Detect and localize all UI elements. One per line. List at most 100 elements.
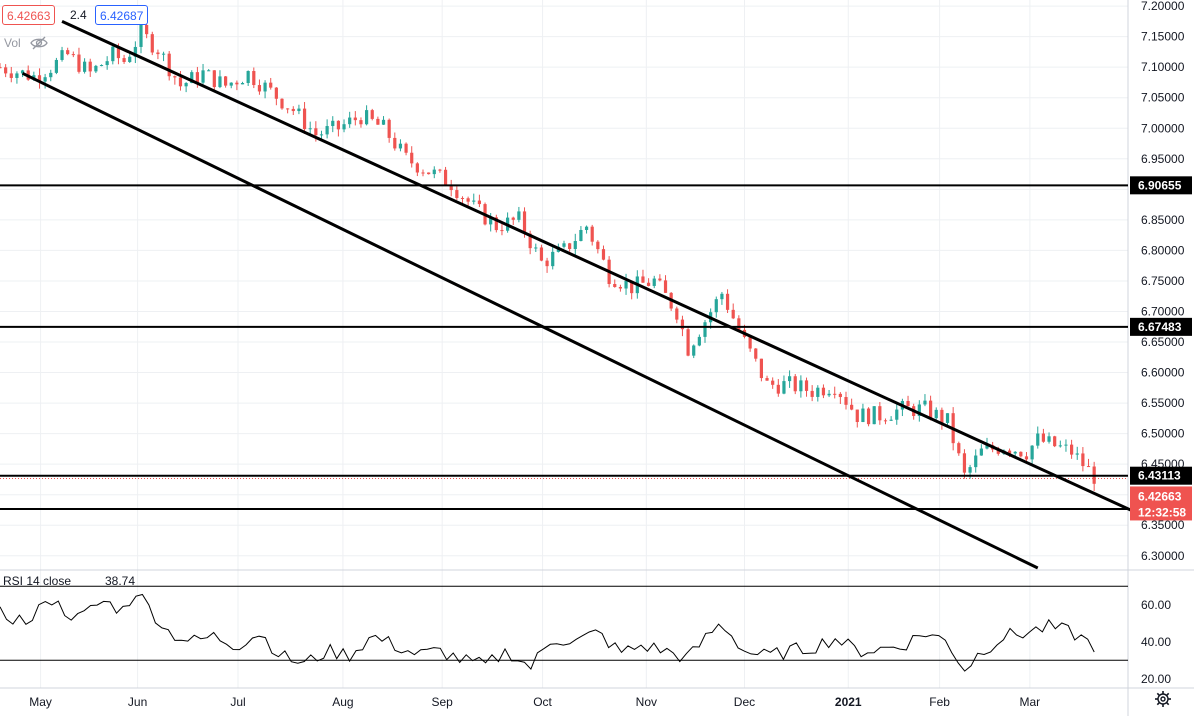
price-axis[interactable]: 7.20000 7.15000 7.10000 7.05000 7.00000 6.950… [1130, 0, 1192, 686]
price-tick-label: 6.65000 [1141, 335, 1185, 349]
candle-body [466, 198, 470, 202]
candle-body [703, 322, 707, 337]
price-tick-label: 7.00000 [1141, 121, 1185, 135]
candle-body [432, 169, 436, 175]
eye-slash-icon[interactable] [30, 36, 48, 50]
price-tick-label: 6.80000 [1141, 243, 1185, 257]
candle-body [1053, 436, 1057, 447]
candle-body [460, 197, 465, 199]
candle-body [528, 233, 532, 249]
candle-body [150, 34, 154, 53]
channel-upper-line [61, 20, 1152, 521]
candle-body [647, 282, 651, 286]
time-axis[interactable]: May Jun Jul Aug Sep Oct Nov Dec 2021 Feb Mar [29, 695, 1040, 709]
candle-body [1081, 453, 1085, 467]
candle-body [624, 280, 628, 289]
price-tick-label: 7.15000 [1141, 30, 1185, 44]
candle-body [370, 110, 374, 119]
candle-body [139, 25, 143, 47]
candle-body [489, 217, 493, 225]
time-tick-label: Jun [128, 695, 147, 709]
candle-body [49, 72, 53, 78]
level-badge-label: 6.43113 [1138, 469, 1181, 483]
candle-body [866, 408, 871, 425]
candle-body [686, 329, 690, 356]
rsi-tick-label: 20.00 [1141, 672, 1171, 686]
candle-body [66, 50, 70, 55]
candle-body [393, 137, 397, 149]
candle-body [342, 124, 346, 130]
candle-body [218, 76, 222, 88]
candle-body [906, 400, 910, 407]
candle-body [883, 420, 888, 422]
volume-value: 2.4 [70, 8, 87, 22]
rsi-label: RSI 14 close [3, 574, 72, 588]
candle-body [1058, 445, 1062, 447]
price-tick-label: 6.50000 [1141, 427, 1185, 441]
candle-body [793, 376, 797, 392]
rsi-line [0, 593, 1095, 672]
candle-body [105, 61, 109, 66]
candle-body [145, 25, 149, 35]
candle-body [1030, 445, 1034, 460]
candle-body [579, 229, 583, 242]
candle-body [940, 409, 944, 423]
candle-body [71, 54, 75, 56]
channel-lower-line [21, 71, 1039, 570]
candle-body [1019, 451, 1023, 457]
countdown-label: 12:32:58 [1138, 505, 1186, 519]
candle-body [917, 404, 921, 416]
candle-body [562, 243, 566, 247]
time-tick-label: Sep [431, 695, 453, 709]
time-tick-label: May [29, 695, 52, 709]
candle-body [410, 152, 414, 164]
candle-body [128, 56, 132, 62]
trend-channel[interactable] [21, 20, 1152, 570]
candle-body [979, 448, 983, 456]
candle-body [297, 108, 301, 112]
candle-body [855, 409, 859, 423]
last-price-badge-label: 6.42663 [1138, 489, 1182, 503]
candle-body [421, 172, 425, 174]
candle-body [788, 376, 792, 382]
level-badge-label: 6.90655 [1138, 178, 1182, 192]
candle-body [878, 406, 882, 421]
price-tick-label: 6.55000 [1141, 396, 1185, 410]
candle-body [60, 50, 64, 60]
candle-body [443, 169, 448, 186]
candle-body [4, 67, 8, 74]
candle-body [404, 143, 408, 153]
candle-body [381, 119, 386, 125]
candle-body [477, 200, 481, 205]
candle-body [754, 348, 758, 359]
candle-body [641, 276, 645, 283]
candle-body [1024, 456, 1029, 460]
candle-body [833, 393, 837, 395]
candle-body [974, 455, 978, 468]
candle-body [1070, 444, 1074, 455]
last-price-label: 6.42663 [2, 5, 56, 25]
candle-body [545, 260, 549, 267]
time-tick-label: Feb [929, 695, 950, 709]
candle-body [534, 247, 538, 249]
candle-body [827, 393, 831, 396]
crosshair-price-label: 6.42687 [95, 5, 149, 25]
candle-body [331, 120, 335, 127]
price-tick-label: 6.60000 [1141, 366, 1185, 380]
time-tick-label: 2021 [835, 695, 862, 709]
candle-body [804, 380, 809, 391]
candle-body [1064, 444, 1068, 446]
price-tick-label: 7.20000 [1141, 0, 1185, 13]
candle-body [20, 70, 25, 74]
time-tick-label: Mar [1020, 695, 1041, 709]
candle-body [861, 408, 865, 423]
candle-body [83, 61, 87, 72]
candle-body [190, 72, 194, 84]
candle-body [348, 117, 352, 125]
candle-body [212, 70, 216, 88]
candle-body [962, 453, 967, 473]
gear-icon[interactable] [1154, 690, 1172, 708]
candle-body [1013, 451, 1017, 454]
